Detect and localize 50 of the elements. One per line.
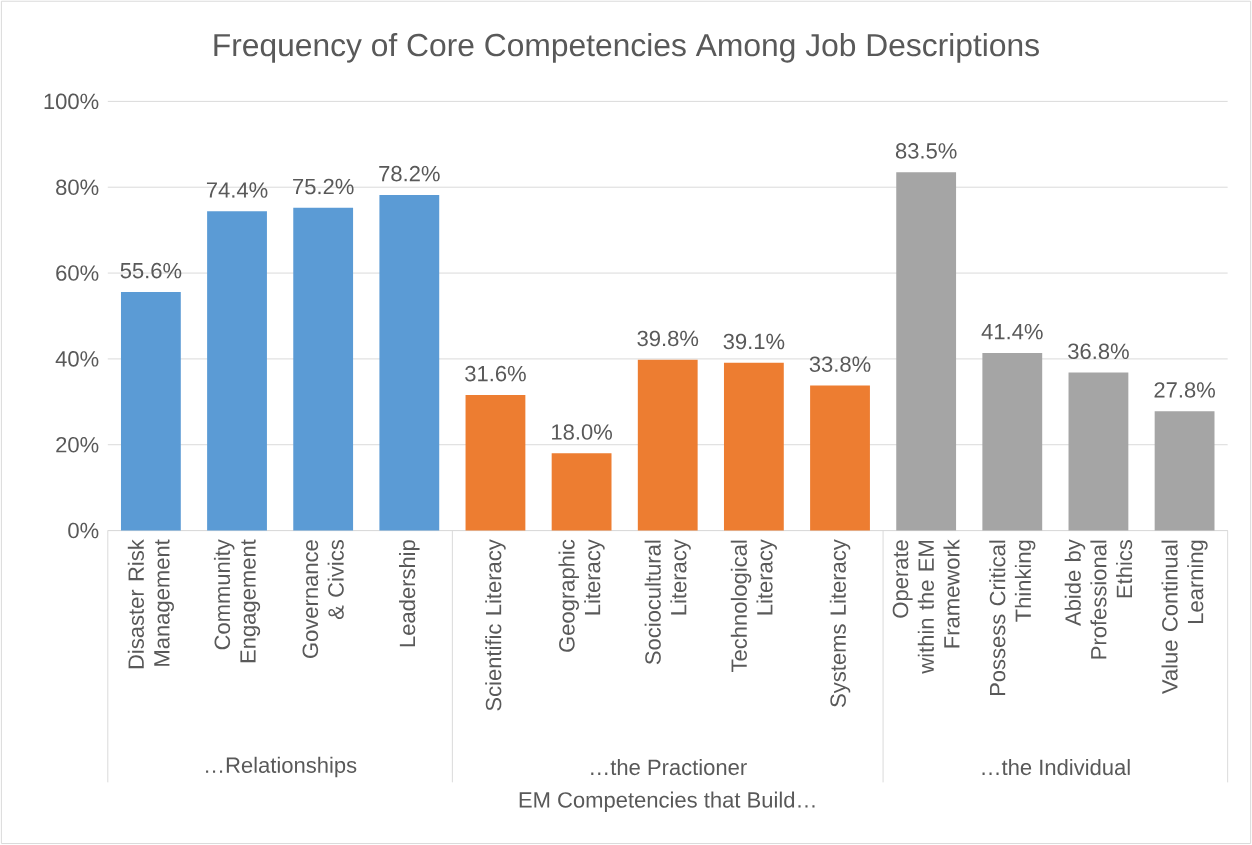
y-tick-label: 60%: [56, 265, 99, 281]
bar: [810, 385, 870, 531]
x-tick-label: Sociocultural Literacy: [644, 539, 691, 665]
data-label: 55.6%: [120, 262, 182, 279]
x-tick-label: Possess Critical Thinking: [989, 540, 1036, 696]
y-tick-label: 100%: [44, 93, 99, 110]
data-label: 74.4%: [206, 182, 268, 198]
data-label: 33.8%: [809, 356, 871, 373]
x-tick-label: Abide by Professional Ethics: [1064, 539, 1133, 659]
x-tick-label: Leadership: [399, 540, 420, 647]
y-tick-label: 20%: [56, 436, 99, 453]
text: …Relationships: [206, 756, 357, 778]
bar: [896, 172, 957, 531]
data-label: 39.8%: [637, 330, 699, 347]
bar: [379, 194, 440, 531]
bar: [1154, 411, 1215, 531]
x-tick-label: Geographic Literacy: [558, 539, 605, 652]
data-label: 18.0%: [552, 424, 612, 440]
y-tick-label: 40%: [55, 351, 99, 367]
bar: [207, 211, 267, 531]
data-label: 27.8%: [1154, 382, 1215, 398]
bar: [293, 207, 354, 531]
bar: [982, 352, 1043, 531]
data-label: 31.6%: [465, 365, 526, 382]
x-tick-label: Governance & Civics: [302, 540, 344, 658]
text: …the Individual: [982, 758, 1130, 776]
data-label: 39.1%: [723, 333, 785, 350]
data-label: 41.4%: [981, 324, 1043, 340]
x-tick-label: Operate within the EM Framework: [892, 539, 960, 674]
x-tick-label: Systems Literacy: [829, 539, 851, 707]
chart-title: Frequency of Core Competencies Among Job Descriptions: [214, 33, 1039, 63]
data-label: 36.8%: [1068, 343, 1129, 360]
x-tick-label: Disaster Risk Management: [127, 539, 174, 669]
bar: [551, 453, 612, 531]
x-axis-title: EM Competencies that Build…: [519, 791, 815, 813]
x-tick-label: Scientific Literacy: [485, 539, 506, 711]
data-label: 75.2%: [293, 178, 354, 195]
bar: [465, 394, 526, 531]
bar: [120, 291, 181, 531]
y-tick-label: 80%: [56, 179, 99, 196]
y-tick-label: 0%: [68, 522, 99, 539]
x-tick-label: Technological Literacy: [730, 539, 777, 673]
data-label: 78.2%: [379, 165, 440, 182]
text: …the Practioner: [591, 758, 747, 776]
bar: [723, 362, 784, 531]
bar: [637, 359, 698, 531]
bar: [1068, 372, 1129, 531]
x-tick-label: Community Engagement: [213, 539, 261, 663]
x-tick-label: Value Continual Learning: [1161, 540, 1208, 695]
data-label: 83.5%: [895, 143, 957, 159]
